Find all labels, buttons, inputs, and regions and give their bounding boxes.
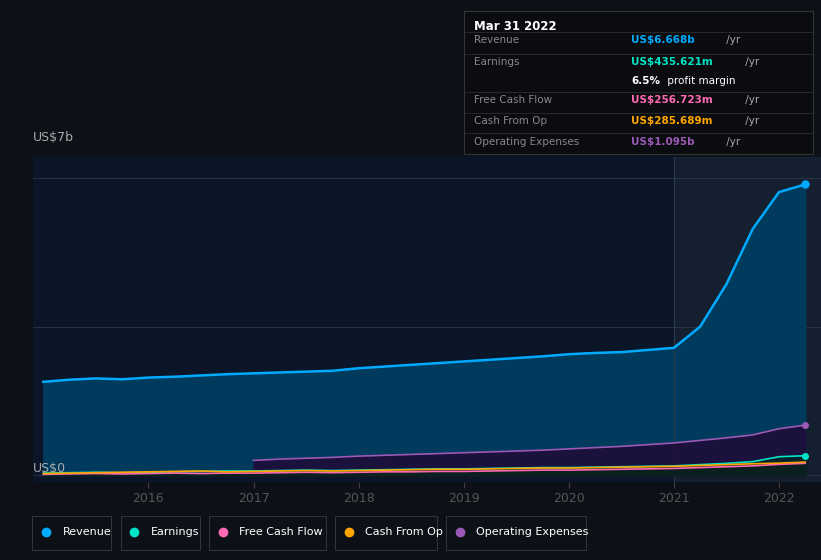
- Text: /yr: /yr: [722, 137, 740, 147]
- Text: Earnings: Earnings: [151, 527, 200, 537]
- Text: Free Cash Flow: Free Cash Flow: [475, 95, 553, 105]
- Text: US$0: US$0: [33, 462, 66, 475]
- Text: Revenue: Revenue: [62, 527, 111, 537]
- Text: /yr: /yr: [742, 95, 759, 105]
- Text: Operating Expenses: Operating Expenses: [475, 137, 580, 147]
- Text: Mar 31 2022: Mar 31 2022: [475, 21, 557, 34]
- Text: US$285.689m: US$285.689m: [631, 116, 713, 126]
- Text: US$6.668b: US$6.668b: [631, 35, 695, 45]
- Bar: [335, 516, 437, 550]
- Bar: [121, 516, 200, 550]
- Text: US$435.621m: US$435.621m: [631, 57, 713, 67]
- Bar: [32, 516, 112, 550]
- Text: US$1.095b: US$1.095b: [631, 137, 695, 147]
- Text: Operating Expenses: Operating Expenses: [476, 527, 589, 537]
- Bar: [209, 516, 326, 550]
- Text: /yr: /yr: [742, 116, 759, 126]
- Text: US$256.723m: US$256.723m: [631, 95, 713, 105]
- Bar: [446, 516, 586, 550]
- Text: US$7b: US$7b: [33, 131, 74, 144]
- Text: Revenue: Revenue: [475, 35, 520, 45]
- Text: Earnings: Earnings: [475, 57, 520, 67]
- Text: Cash From Op: Cash From Op: [475, 116, 548, 126]
- Text: /yr: /yr: [742, 57, 759, 67]
- Text: /yr: /yr: [722, 35, 740, 45]
- Text: Free Cash Flow: Free Cash Flow: [239, 527, 323, 537]
- Text: Cash From Op: Cash From Op: [365, 527, 443, 537]
- Text: 6.5%: 6.5%: [631, 76, 660, 86]
- Text: profit margin: profit margin: [664, 76, 736, 86]
- Bar: [674, 157, 821, 482]
